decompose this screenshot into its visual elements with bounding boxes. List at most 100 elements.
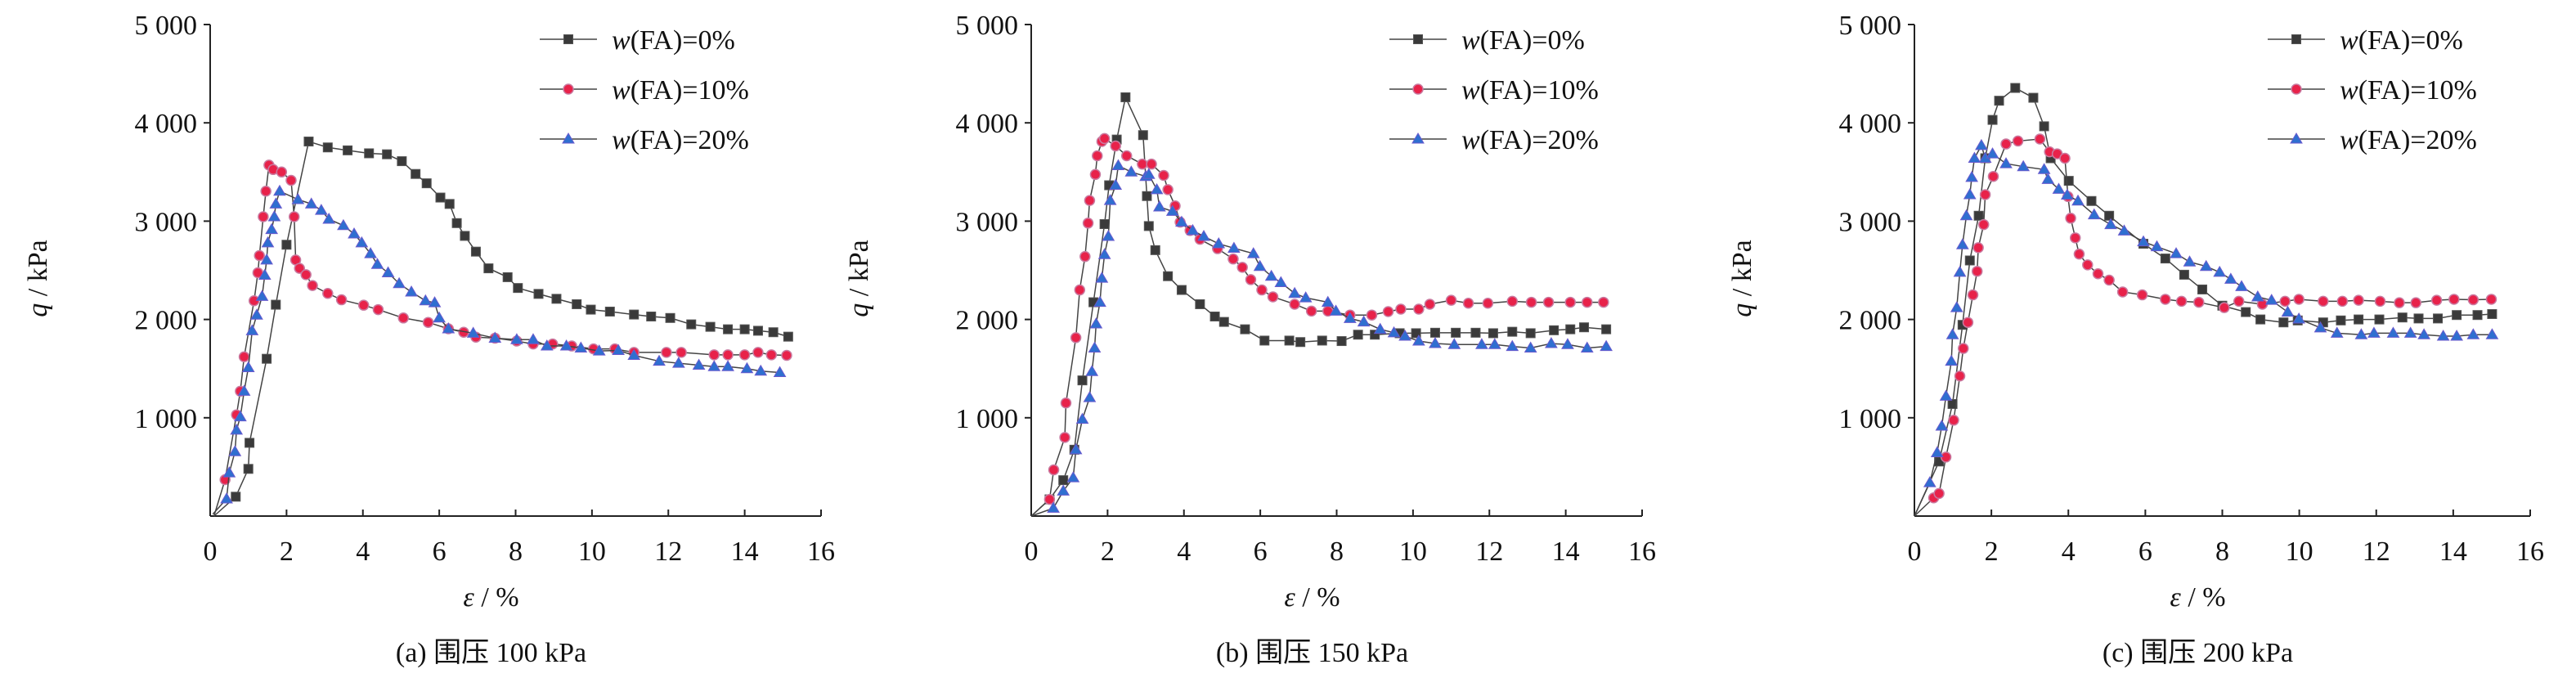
triangle-marker [1963,187,1977,200]
square-marker [1138,130,1148,141]
y-tick-label: 3 000 [956,207,1019,237]
y-tick-label: 4 000 [1839,109,1902,139]
circle-marker [285,174,297,186]
series-line [1030,164,1607,517]
square-marker [2255,314,2266,325]
triangle-marker [1945,328,1959,339]
series-10-percent [1914,133,2497,517]
circle-marker [1137,158,1148,170]
square-marker [2160,254,2170,264]
square-marker [586,304,596,315]
legend-label: w(FA)=20% [2340,125,2477,155]
triangle-marker [2037,163,2051,174]
x-tick-label: 8 [1330,537,1344,567]
triangle-marker [1343,312,1357,323]
circle-marker [1158,169,1169,182]
triangle-marker [355,236,369,248]
triangle-marker [653,354,666,366]
triangle-marker [1959,209,1973,221]
circle-marker [1236,262,1248,273]
legend-item: w(FA)=0% [540,25,735,56]
square-marker [2354,314,2364,325]
triangle-marker [442,322,456,334]
triangle-marker [1088,341,1102,352]
y-tick-label: 4 000 [135,109,198,139]
triangle-marker [1047,501,1060,513]
circle-marker [1382,306,1394,317]
triangle-marker [2137,235,2150,247]
square-marker [1549,325,1560,335]
triangle-marker [1103,194,1117,205]
square-marker [2413,313,2424,324]
square-marker [2397,312,2408,323]
x-tick-label: 4 [2062,537,2076,567]
circle-marker [2082,259,2094,271]
square-marker [1077,375,1088,386]
triangle-marker [1373,322,1387,335]
x-tick-label: 16 [807,537,835,567]
square-marker [397,156,407,167]
legend-label: w(FA)=20% [612,125,749,155]
circle-marker [1977,218,1990,231]
triangle-marker [2087,208,2101,220]
x-axis-label: ε / % [463,582,518,613]
square-marker [1317,335,1327,346]
triangle-marker [2354,328,2368,339]
triangle-marker [228,445,242,456]
x-tick-label: 14 [2439,537,2467,567]
triangle-marker [1085,365,1099,376]
circle-marker [1245,274,1257,285]
triangle-marker [234,410,247,422]
triangle-marker [1329,304,1343,316]
y-tick-label: 5 000 [956,11,1019,41]
square-marker [1058,475,1069,486]
circle-marker [2233,295,2245,308]
legend-label: w(FA)=10% [1461,75,1599,106]
square-marker [364,148,375,159]
circle-marker [1933,487,1945,500]
triangle-marker [2213,265,2227,277]
triangle-marker [1102,230,1115,241]
triangle-marker [527,333,540,344]
triangle-marker [721,360,734,371]
square-marker [572,299,582,309]
square-marker [739,324,750,335]
triangle-marker [466,326,480,338]
square-marker [2452,310,2462,321]
square-marker [502,272,513,282]
triangle-marker [1999,157,2013,168]
triangle-marker [2466,328,2480,339]
circle-marker [1395,303,1407,315]
square-marker [1973,210,1984,221]
x-tick-label: 4 [1177,537,1191,567]
circle-marker [288,211,300,222]
series-line [1914,138,2492,517]
triangle-marker [1447,338,1461,349]
triangle-marker [1950,301,1963,312]
triangle-marker [2104,218,2117,230]
square-marker [2472,310,2483,321]
square-marker [2291,34,2301,44]
square-marker [1507,326,1518,337]
square-marker [1295,337,1306,348]
triangle-marker [754,364,768,376]
square-marker [303,137,314,147]
panel-caption: (b) 围压 150 kPa [1216,638,1408,668]
triangle-marker [692,358,706,370]
triangle-marker [1935,420,1949,431]
circle-marker [1082,218,1094,229]
triangle-marker [1057,484,1070,496]
square-marker [646,311,657,321]
square-marker [2039,121,2049,132]
circle-marker [335,294,348,306]
triangle-marker [273,184,286,196]
triangle-marker [364,247,377,258]
circle-marker [1162,184,1174,195]
square-marker [1195,299,1205,309]
series-20-percent [212,184,787,515]
legend-item: w(FA)=20% [1389,125,1599,155]
triangle-marker [559,339,573,351]
triangle-marker [1398,330,1411,341]
